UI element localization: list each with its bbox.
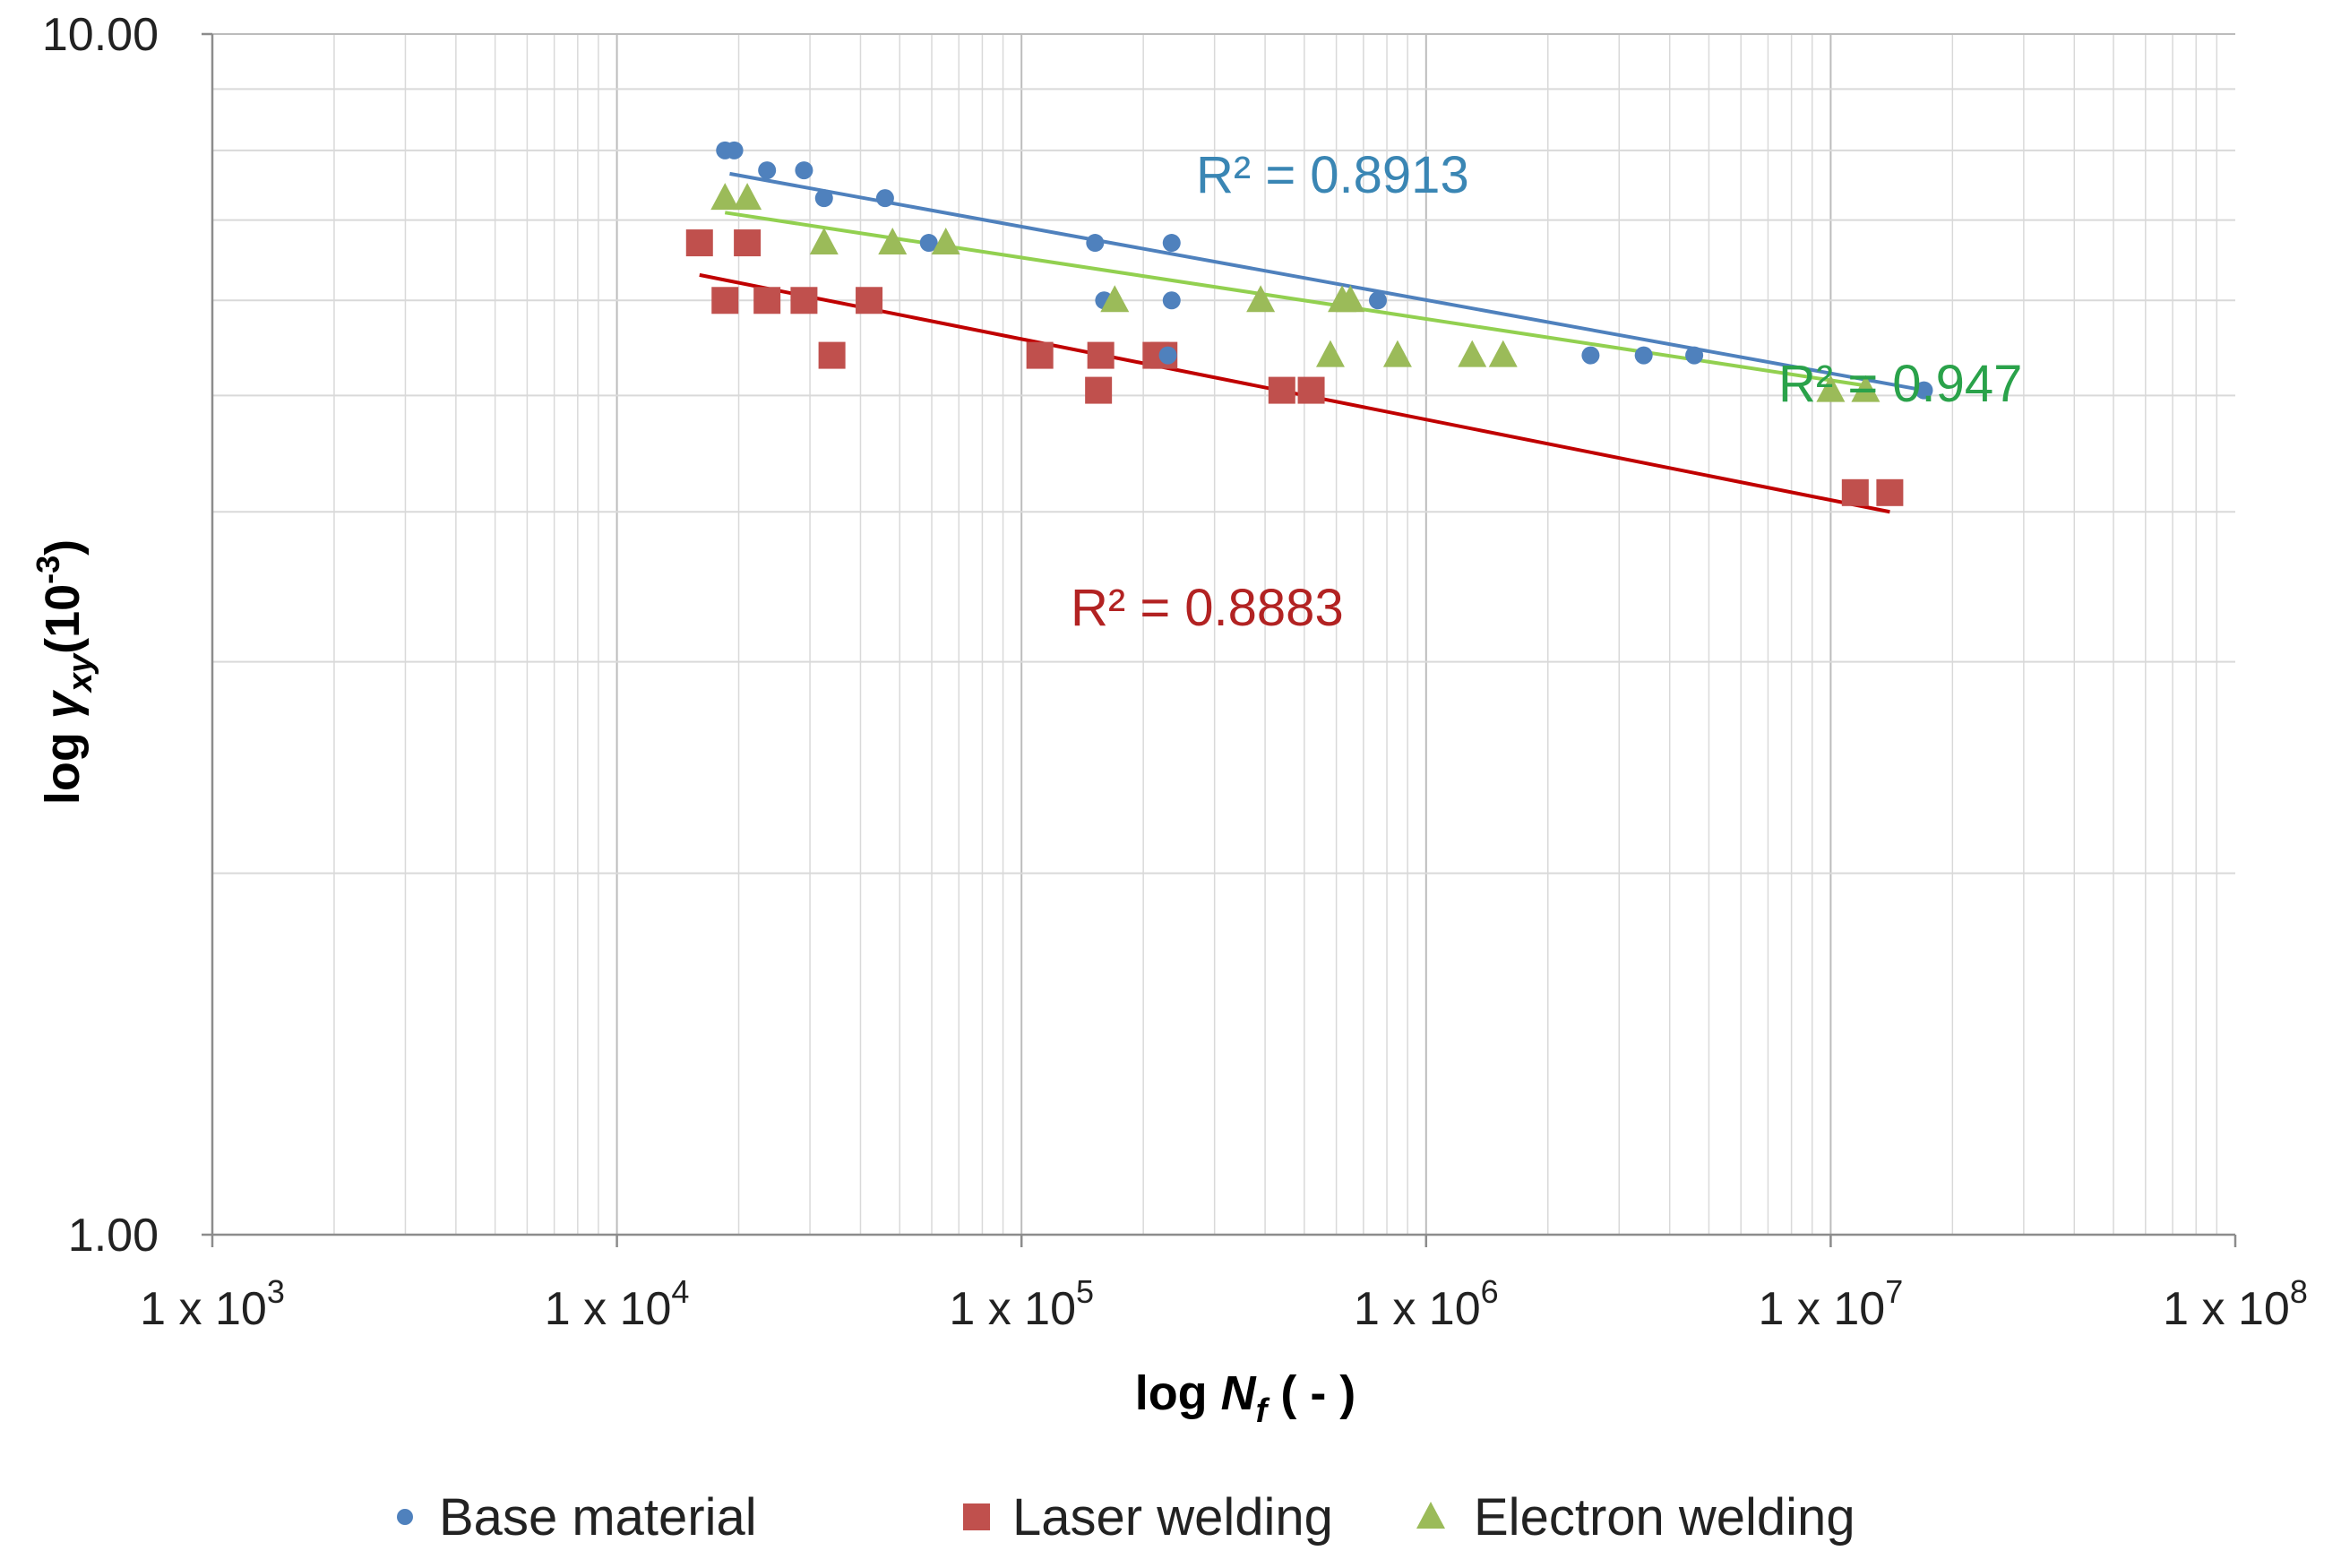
trend-line-base-material	[729, 171, 1924, 392]
x-tick-label: 1 x 106	[1354, 1273, 1499, 1335]
data-point-electron-welding	[809, 228, 839, 255]
data-point-base-material	[1086, 234, 1105, 253]
axes	[202, 32, 2237, 1247]
data-point-base-material	[1581, 346, 1600, 365]
data-point-laser-welding	[1297, 376, 1325, 404]
data-point-base-material	[1162, 291, 1181, 310]
data-point-base-material	[919, 234, 938, 253]
data-point-laser-welding	[1026, 341, 1054, 369]
data-point-laser-welding	[1085, 376, 1113, 404]
data-point-electron-welding	[1336, 285, 1365, 313]
x-tick-label: 1 x 104	[545, 1273, 690, 1335]
data-point-base-material	[795, 161, 813, 180]
data-point-electron-welding	[733, 183, 762, 211]
data-point-base-material	[1634, 346, 1653, 365]
data-point-laser-welding	[818, 341, 846, 369]
data-point-electron-welding	[1458, 340, 1487, 367]
legend-marker-base-material	[397, 1509, 413, 1525]
grid-lines	[211, 33, 2235, 1236]
data-point-base-material	[814, 189, 833, 208]
y-axis-title: log γxy(10-3)	[30, 539, 99, 805]
data-points	[685, 141, 1933, 506]
x-tick-label: 1 x 107	[1759, 1273, 1904, 1335]
x-tick-label: 1 x 108	[2163, 1273, 2308, 1335]
data-point-laser-welding	[1876, 478, 1904, 506]
trend-line-electron-welding	[724, 211, 1863, 387]
data-point-electron-welding	[1851, 375, 1881, 402]
legend: Base material Laser welding Electron weldi…	[397, 1488, 1855, 1546]
data-point-base-material	[1368, 291, 1387, 310]
data-point-base-material	[1685, 346, 1704, 365]
data-point-electron-welding	[1100, 285, 1130, 313]
legend-label-base-material: Base material	[439, 1488, 757, 1546]
data-point-base-material	[725, 141, 744, 159]
legend-marker-electron-welding	[1416, 1502, 1445, 1529]
data-point-laser-welding	[1268, 376, 1295, 404]
data-point-electron-welding	[1382, 340, 1412, 367]
data-point-electron-welding	[1246, 285, 1276, 313]
r2-label-base-material: R² = 0.8913	[1196, 146, 1469, 204]
r2-label-electron-welding: R² = 0.947	[1778, 355, 2022, 413]
legend-label-electron-welding: Electron welding	[1474, 1488, 1855, 1546]
data-point-laser-welding	[685, 229, 713, 257]
data-point-laser-welding	[753, 287, 781, 314]
data-point-electron-welding	[931, 228, 960, 255]
data-point-laser-welding	[734, 229, 762, 257]
data-point-electron-welding	[878, 228, 908, 255]
data-point-base-material	[1162, 234, 1181, 253]
data-point-electron-welding	[710, 183, 740, 211]
data-point-laser-welding	[1841, 478, 1869, 506]
data-point-electron-welding	[1816, 375, 1846, 402]
data-point-base-material	[1915, 381, 1933, 400]
legend-label-laser-welding: Laser welding	[1012, 1488, 1333, 1546]
data-point-laser-welding	[711, 287, 739, 314]
y-tick-label: 10.00	[42, 9, 159, 61]
r2-label-laser-welding: R² = 0.8883	[1071, 579, 1344, 637]
y-tick-label: 1.00	[68, 1210, 159, 1262]
data-point-electron-welding	[1315, 340, 1345, 367]
legend-marker-laser-welding	[963, 1503, 990, 1530]
x-axis-title: log Nf ( - )	[1135, 1366, 1356, 1430]
data-point-electron-welding	[1488, 340, 1518, 367]
tick-labels: 1 x 103 1 x 104 1 x 105 1 x 106 1 x 107 1 x 1…	[42, 9, 2308, 1335]
x-tick-label: 1 x 105	[949, 1273, 1094, 1335]
data-point-base-material	[758, 161, 777, 180]
data-point-base-material	[875, 189, 894, 208]
x-tick-label: 1 x 103	[140, 1273, 285, 1335]
data-point-laser-welding	[790, 287, 818, 314]
data-point-laser-welding	[1087, 341, 1115, 369]
data-point-laser-welding	[856, 287, 883, 314]
data-point-base-material	[1158, 346, 1177, 365]
r2-labels: R² = 0.8913 R² = 0.8883 R² = 0.947	[1071, 146, 2022, 637]
